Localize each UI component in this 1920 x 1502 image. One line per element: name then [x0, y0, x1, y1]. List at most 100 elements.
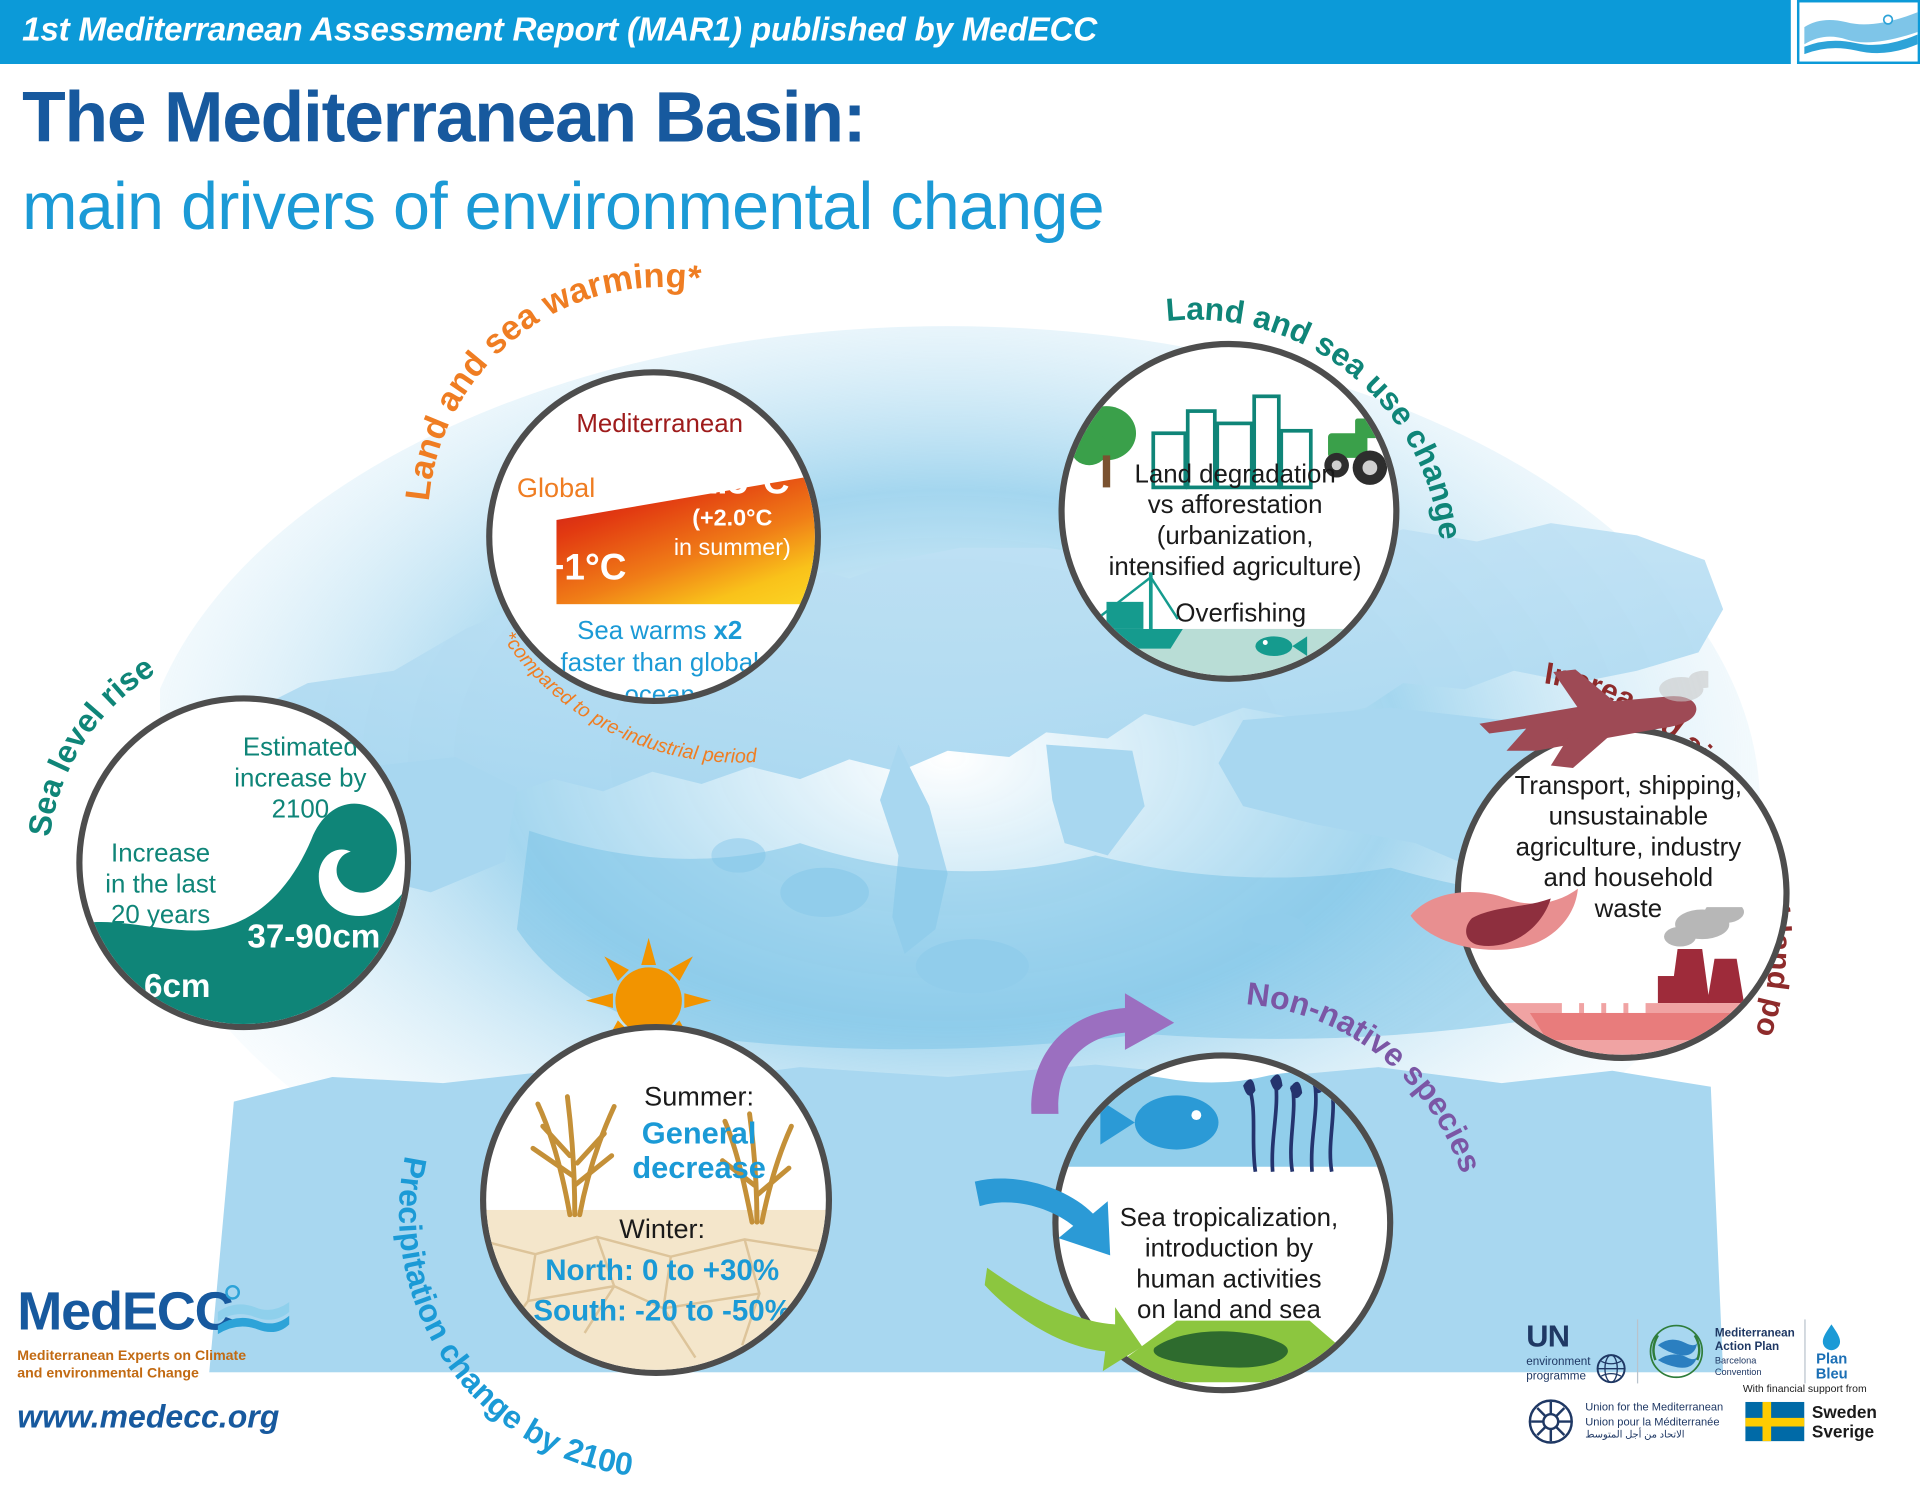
landuse-line2: vs afforestation: [1147, 491, 1323, 520]
cooling-tower-icon: [1657, 948, 1745, 1004]
tractor-icon: [1324, 418, 1388, 485]
sea-warming-text: Sea warms: [577, 616, 714, 645]
cityscape-icon: [1070, 394, 1388, 490]
landuse-line3: (urbanization,: [1156, 521, 1314, 551]
map-text-block: Mediterranean Action Plan Barcelona Conv…: [1715, 1326, 1795, 1377]
medecc-subtitle-2: and environmental Change: [17, 1366, 199, 1382]
page-subtitle: main drivers of environmental change: [22, 169, 1104, 244]
species-line1: Sea tropicalization,: [1119, 1203, 1339, 1233]
sea-warming-factor: x2: [713, 616, 743, 645]
species-circle: Sea tropicalization, introduction by hum…: [1052, 1052, 1394, 1394]
fishing-boat-icon: [1064, 572, 1394, 676]
fish-icon: [1255, 636, 1308, 657]
pollution-line1: Transport, shipping,: [1514, 771, 1743, 801]
species-line4: on land and sea: [1136, 1296, 1321, 1325]
precip-winter-label: Winter:: [619, 1213, 706, 1245]
mediterranean-label: Mediterranean: [576, 409, 744, 439]
precip-circle: Summer: General decrease Winter: North: …: [480, 1024, 833, 1377]
sealevel-inc-line1: Increase: [111, 839, 211, 868]
sea-warming-line2: faster than global: [560, 648, 759, 677]
sweden-logo: Sweden Sverige: [1745, 1401, 1877, 1441]
landuse-line1: Land degradation: [1134, 460, 1336, 489]
ufm-line2: Union pour la Méditerranée: [1585, 1414, 1720, 1428]
ufm-line1: Union for the Mediterranean: [1585, 1400, 1724, 1413]
sealevel-est-line1: Estimated: [242, 733, 358, 762]
med-warming-summer-b: in summer): [673, 535, 791, 562]
sealevel-future-value: 37-90cm: [247, 918, 381, 956]
page-title: The Mediterranean Basin:: [22, 77, 866, 158]
ufm-icon: [1528, 1399, 1573, 1444]
map-line1: Mediterranean: [1714, 1326, 1795, 1340]
species-line3: human activities: [1136, 1265, 1322, 1294]
corner-logo-icon: [1796, 0, 1920, 65]
pollution-line5: waste: [1594, 894, 1663, 924]
plan-bleu-line2: Bleu: [1815, 1365, 1848, 1383]
landuse-circle: Land degradation vs afforestation (urban…: [1058, 340, 1400, 682]
map-line4: Convention: [1714, 1366, 1762, 1378]
logo-divider-1: [1637, 1319, 1639, 1384]
airplane-icon: [1479, 669, 1709, 769]
sealevel-inc-line2: in the last: [105, 870, 216, 899]
sealevel-circle: Estimated increase by 2100 Increase in t…: [76, 695, 412, 1031]
global-warming-value: +1°C: [542, 547, 627, 589]
sealevel-est-line3: 2100: [271, 795, 330, 824]
sea-warming-line1: Sea warms x2: [492, 616, 814, 646]
map-line3: Barcelona: [1714, 1355, 1757, 1367]
precip-summer-value-b: decrease: [632, 1150, 766, 1186]
overfishing-label: Overfishing: [1175, 599, 1307, 628]
sweden-line1: Sweden: [1811, 1401, 1877, 1422]
dry-grass-left-icon: [530, 1094, 617, 1218]
med-warming-summer-a: (+2.0°C: [692, 505, 773, 532]
med-warming-value: +1.5°C: [675, 461, 790, 503]
green-land-icon: [1092, 1320, 1381, 1383]
unep-line2: programme: [1526, 1369, 1586, 1384]
unep-logo: UN environment programme: [1526, 1319, 1627, 1384]
wave-icon: [82, 803, 405, 1025]
global-label: Global: [516, 472, 596, 504]
species-line2: introduction by: [1144, 1234, 1314, 1263]
plan-bleu-logo: Plan Bleu: [1816, 1322, 1848, 1383]
factory-ship-icon: [1460, 907, 1784, 1055]
pollution-blob-icon: [1410, 888, 1578, 950]
tropical-fish-icon: [1100, 1095, 1219, 1150]
precip-summer-value-a: General: [641, 1116, 757, 1151]
partner-logos: UN environment programme: [1526, 1319, 1908, 1485]
map-line2: Action Plan: [1714, 1340, 1780, 1355]
sea-life-icon: [1058, 1071, 1388, 1173]
purple-arrow-icon: [1031, 993, 1175, 1114]
ufm-text-block: Union for the Mediterranean Union pour l…: [1585, 1400, 1723, 1442]
header-banner: 1st Mediterranean Assessment Report (MAR…: [0, 0, 1791, 65]
dry-grass-right-icon: [720, 1111, 794, 1225]
unep-line1: environment: [1526, 1355, 1591, 1369]
plan-bleu-icon: [1823, 1324, 1841, 1350]
green-arrow-icon: [984, 1267, 1143, 1372]
barcelona-convention-icon: [1649, 1325, 1704, 1379]
plan-bleu-line1: Plan: [1816, 1349, 1848, 1368]
sea-warming-line3: ocean: [624, 680, 695, 705]
ufm-line3: الاتحاد من أجل المتوسط: [1585, 1429, 1685, 1441]
dry-ground-icon: [486, 1209, 826, 1370]
cargo-ship-icon: [1529, 995, 1754, 1041]
sweden-line2: Sverige: [1811, 1421, 1875, 1441]
pollution-line2: unsustainable: [1548, 802, 1709, 831]
logo-divider-2: [1804, 1319, 1806, 1384]
medecc-subtitle-1: Mediterranean Experts on Climate: [17, 1348, 247, 1364]
medecc-logo: MedEC C Mediterranean Experts on Climate…: [17, 1280, 349, 1477]
banner-text: 1st Mediterranean Assessment Report (MAR…: [22, 11, 1097, 49]
medecc-url[interactable]: www.medecc.org: [17, 1397, 280, 1435]
financial-support-note: With financial support from: [1742, 1381, 1867, 1395]
medecc-wordmark-a: MedEC: [17, 1281, 196, 1342]
sealevel-inc-line3: 20 years: [111, 900, 211, 930]
precip-summer-label: Summer:: [644, 1080, 755, 1112]
unep-un: UN: [1526, 1319, 1570, 1354]
medecc-wave-icon: [217, 1284, 290, 1335]
sealevel-est-line2: increase by: [234, 764, 367, 793]
blue-arrow-icon: [974, 1178, 1111, 1256]
unep-globe-icon: [1596, 1353, 1626, 1383]
precip-south-value: South: -20 to -50%: [533, 1294, 792, 1329]
pollution-line3: agriculture, industry: [1515, 833, 1742, 862]
precip-north-value: North: 0 to +30%: [545, 1254, 780, 1288]
warming-circle: Mediterranean Global +1.5°C (+2.0°C in s…: [486, 369, 821, 705]
sealevel-past-value: 6cm: [143, 967, 211, 1005]
